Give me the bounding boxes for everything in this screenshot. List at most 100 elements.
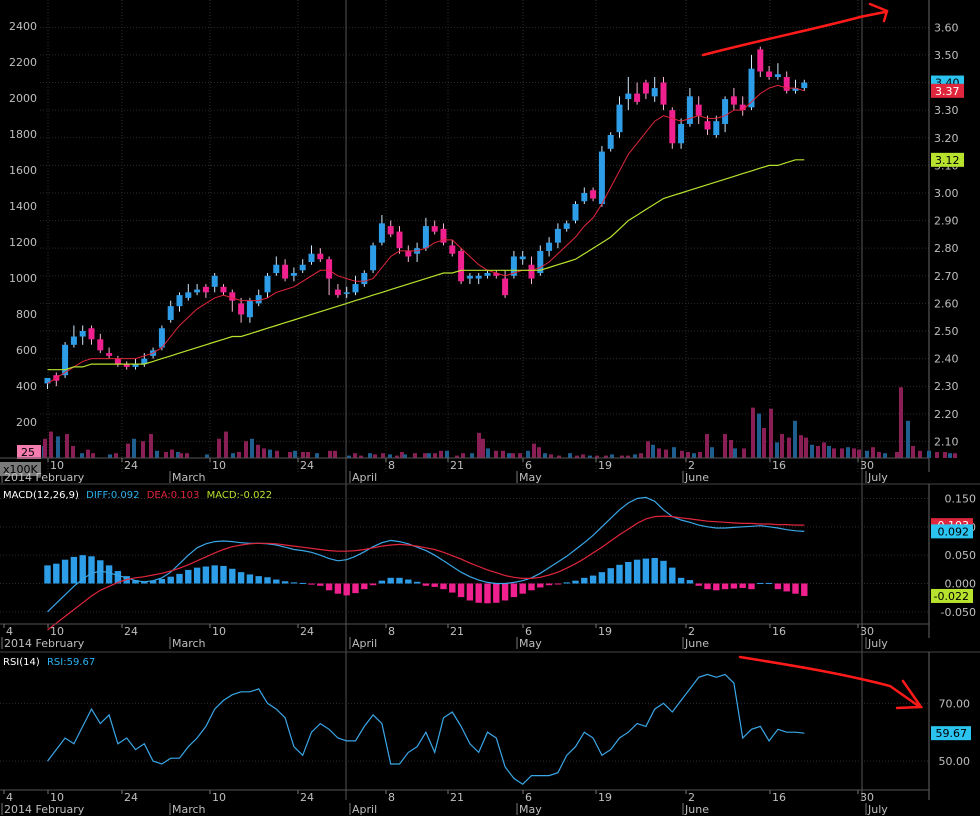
volume-bar: [262, 448, 266, 458]
volume-tick-label: 600: [16, 344, 37, 357]
volume-bar: [918, 450, 922, 458]
ma-fast-line: [47, 84, 805, 384]
volume-bar: [511, 453, 515, 458]
macd-bar: [660, 560, 667, 584]
candle: [282, 259, 289, 282]
macd-bar: [167, 576, 174, 584]
price-tick-label: 3.60: [934, 21, 959, 34]
candle: [510, 250, 517, 279]
x-tick-label: 21: [450, 459, 464, 472]
month-label: March: [172, 471, 206, 484]
price-tick-label: 2.20: [934, 408, 959, 421]
macd-bar: [343, 583, 350, 596]
volume-bar: [185, 453, 189, 458]
month-label: May: [519, 637, 542, 650]
candle: [106, 347, 113, 359]
x-tick-label: 2: [688, 459, 695, 472]
candle: [801, 79, 808, 91]
month-label: April: [352, 471, 377, 484]
volume-bar: [787, 437, 791, 458]
volume-bar: [176, 452, 180, 458]
x-tick-label: 2: [688, 625, 695, 638]
x-tick-label: 4: [6, 791, 13, 804]
macd-bar: [440, 583, 447, 590]
macd-bar: [387, 577, 394, 584]
macd-bar: [88, 556, 95, 584]
macd-bar: [642, 558, 650, 584]
volume-bar: [827, 446, 831, 458]
x-tick-label: 24: [124, 459, 138, 472]
candle: [554, 223, 561, 249]
volume-bar: [793, 420, 797, 458]
candle: [79, 325, 86, 345]
candle: [308, 245, 315, 265]
x-tick-label: 6: [525, 791, 532, 804]
candle: [88, 325, 95, 345]
macd-bar: [695, 583, 702, 586]
macd-bar: [757, 582, 764, 584]
volume-bar: [433, 453, 437, 458]
volume-bar: [883, 453, 887, 458]
volume-bar: [532, 443, 536, 458]
macd-tick-label: 0.150: [945, 493, 977, 506]
volume-bar: [423, 453, 427, 458]
volume-bar: [179, 453, 183, 458]
volume-bar: [65, 434, 69, 458]
x-tick-label: 8: [388, 459, 395, 472]
volume-bar: [646, 441, 650, 458]
macd-bar: [466, 583, 474, 601]
x-tick-label: 30: [860, 791, 874, 804]
volume-bar: [906, 420, 910, 458]
volume-bar: [170, 449, 174, 458]
volume-bar: [91, 453, 95, 458]
candle: [678, 118, 685, 149]
volume-bar: [231, 453, 235, 458]
volume-bar: [108, 454, 112, 458]
candle: [722, 96, 729, 133]
candle: [114, 355, 121, 367]
macd-legend-diff: DIFF:0.092: [86, 490, 139, 501]
macd-bar: [79, 555, 86, 584]
month-label: May: [519, 803, 542, 816]
candle: [229, 289, 236, 312]
volume-bar: [347, 455, 351, 458]
volume-tick-label: 1200: [9, 236, 37, 249]
candle: [651, 77, 658, 102]
volume-bar: [537, 447, 541, 458]
macd-bar: [686, 580, 694, 584]
volume-bar: [620, 455, 624, 458]
volume-bar: [494, 450, 498, 458]
volume-bar: [927, 450, 931, 458]
volume-bar: [664, 449, 668, 458]
macd-badge-label: -0.022: [934, 590, 969, 603]
volume-bars: [42, 387, 957, 458]
macd-bar: [114, 571, 122, 584]
x-tick-label: 6: [525, 625, 532, 638]
candle: [625, 77, 632, 111]
volume-tick-label: 1800: [9, 128, 37, 141]
macd-bar: [352, 583, 359, 594]
candle: [211, 273, 218, 293]
candle: [484, 270, 491, 279]
macd-bar: [273, 579, 280, 584]
macd-bar: [413, 581, 421, 584]
macd-bar: [598, 572, 606, 584]
volume-bar: [865, 450, 869, 458]
x-tick-label: 24: [300, 791, 314, 804]
macd-grid: [0, 498, 929, 613]
macd-bar: [554, 583, 562, 585]
macd-tick-label: 0.000: [945, 578, 977, 591]
volume-bar: [895, 452, 899, 458]
candle: [440, 223, 447, 246]
x-tick-label: 30: [860, 459, 874, 472]
candle: [713, 115, 720, 138]
macd-bar: [220, 565, 227, 584]
price-axis-badges: 3.403.373.12: [931, 75, 964, 167]
macd-bar: [378, 580, 386, 584]
volume-bar: [359, 455, 363, 458]
macd-tick-label: 0.050: [945, 549, 977, 562]
candle: [590, 187, 597, 202]
volume-bar: [114, 453, 118, 458]
